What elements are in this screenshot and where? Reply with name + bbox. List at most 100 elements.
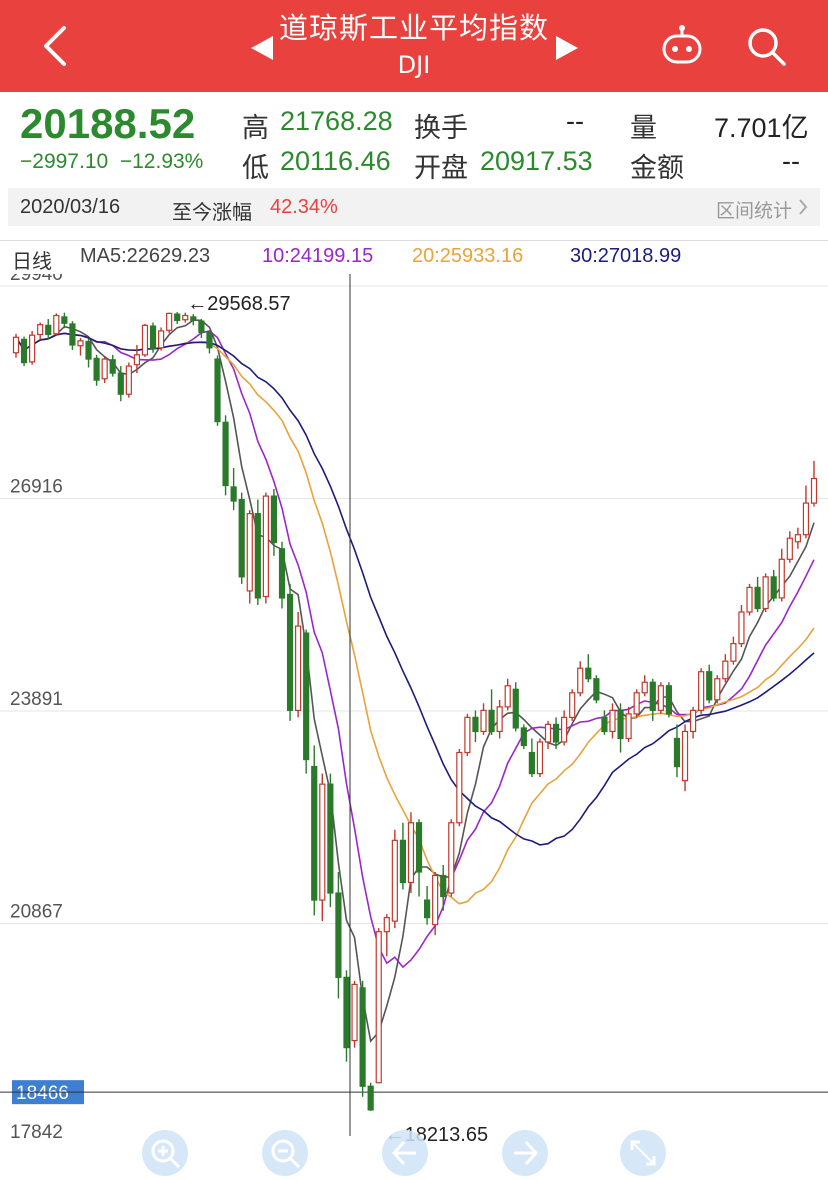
candle-body xyxy=(262,495,269,598)
candle-body xyxy=(480,709,487,733)
candle-body xyxy=(206,331,213,349)
candle-body xyxy=(706,671,713,701)
candle-body xyxy=(649,681,656,711)
candle-body xyxy=(61,316,68,324)
candle-body xyxy=(738,611,745,645)
next-stock-icon[interactable] xyxy=(556,36,578,60)
candle-body xyxy=(383,917,390,933)
candle-body xyxy=(399,839,407,884)
candle-body xyxy=(311,765,318,901)
candle-body xyxy=(182,314,189,321)
turnover-value: -- xyxy=(566,106,584,136)
candle-body xyxy=(367,1085,374,1111)
candle-body xyxy=(625,713,632,740)
candle-body xyxy=(246,513,253,592)
candle-body xyxy=(286,593,294,711)
candle-body xyxy=(665,685,673,715)
candle-body xyxy=(214,358,221,423)
turnover-label: 换手 xyxy=(414,113,468,144)
candle-body xyxy=(198,320,205,333)
candle-body xyxy=(754,586,761,610)
candle-body xyxy=(149,325,157,350)
fullscreen-button[interactable] xyxy=(620,1130,666,1176)
candle-body xyxy=(544,723,552,743)
candle-body xyxy=(375,931,382,1084)
candle-body xyxy=(190,316,197,322)
ma20-value: 20:25933.16 xyxy=(412,245,524,267)
crosshair-price-label: 18466 xyxy=(16,1083,69,1104)
candle-body xyxy=(174,313,181,322)
candle-body xyxy=(45,324,52,336)
back-icon[interactable] xyxy=(34,22,78,70)
candle-body xyxy=(456,751,463,824)
candle-body xyxy=(585,667,592,680)
candle-body xyxy=(617,709,624,740)
scroll-right-button[interactable] xyxy=(502,1130,548,1176)
candle-body xyxy=(69,323,76,346)
candle-body xyxy=(359,987,366,1087)
candle-body xyxy=(770,576,777,599)
y-tick-label: 26916 xyxy=(10,476,63,497)
candle-body xyxy=(77,340,84,347)
zoom-out-button[interactable] xyxy=(262,1130,308,1176)
candle-body xyxy=(101,358,108,380)
candle-body xyxy=(166,312,173,331)
candle-body xyxy=(238,498,245,578)
ma5-line xyxy=(15,319,815,1043)
candle-body xyxy=(698,671,705,711)
candle-body xyxy=(230,486,237,502)
arrow-left-icon xyxy=(391,1140,416,1166)
range-bar[interactable]: 2020/03/16 至今涨幅 42.34% 区间统计 xyxy=(8,188,820,226)
candle-body xyxy=(794,534,801,543)
ma-legend: 日线 MA5:22629.23 10:24199.15 20:25933.16 … xyxy=(0,240,828,275)
y-tick-label: 23891 xyxy=(10,689,63,710)
candle-body xyxy=(29,334,36,363)
candle-body xyxy=(802,502,810,536)
range-stat-link[interactable]: 区间统计 xyxy=(715,200,792,222)
candle-body xyxy=(730,643,737,662)
zoom-out-icon xyxy=(271,1139,301,1169)
candle-body xyxy=(254,513,261,599)
candle-body xyxy=(327,783,334,894)
period-label[interactable]: 日线 xyxy=(12,251,52,273)
zoom-in-button[interactable] xyxy=(142,1130,188,1176)
candle-body xyxy=(335,892,342,978)
candle-body xyxy=(12,336,20,354)
candle-body xyxy=(536,741,544,775)
candle-body xyxy=(593,678,600,701)
candle-body xyxy=(520,727,527,747)
candle-body xyxy=(319,783,326,901)
ma20-line xyxy=(15,332,815,905)
candle-body xyxy=(552,723,560,743)
candle-body xyxy=(343,976,350,1049)
candle-body xyxy=(270,495,278,544)
open-value: 20917.53 xyxy=(480,146,593,176)
candle-body xyxy=(601,716,608,733)
candle-body xyxy=(810,477,818,504)
candle-body xyxy=(504,685,511,708)
candle-body xyxy=(278,548,286,599)
candle-body xyxy=(786,537,793,560)
range-gain: 42.34% xyxy=(270,196,338,218)
ma30-line xyxy=(15,332,815,846)
max-price-marker: ←29568.57 xyxy=(187,293,290,315)
change-value: −2997.10 xyxy=(20,150,109,173)
search-icon[interactable] xyxy=(744,24,788,68)
open-label: 开盘 xyxy=(414,153,468,184)
scroll-left-button[interactable] xyxy=(382,1130,428,1176)
stock-code: DJI xyxy=(397,51,431,79)
previous-stock-icon[interactable] xyxy=(251,36,273,60)
candle-body xyxy=(303,632,310,761)
kline-chart[interactable]: 299402691623891208671846617842←29568.57←… xyxy=(0,274,828,1176)
price-change: −2997.10 −12.93% xyxy=(20,150,203,174)
candle-body xyxy=(93,357,100,381)
y-tick-label: 17842 xyxy=(10,1122,63,1143)
candle-body xyxy=(157,330,165,349)
candle-body xyxy=(657,685,664,711)
range-date: 2020/03/16 xyxy=(20,196,121,218)
robot-icon[interactable] xyxy=(660,24,704,68)
range-label: 至今涨幅 xyxy=(172,200,252,224)
ma5-value: MA5:22629.23 xyxy=(80,245,211,267)
candle-body xyxy=(141,324,149,356)
candle-body xyxy=(415,822,423,873)
